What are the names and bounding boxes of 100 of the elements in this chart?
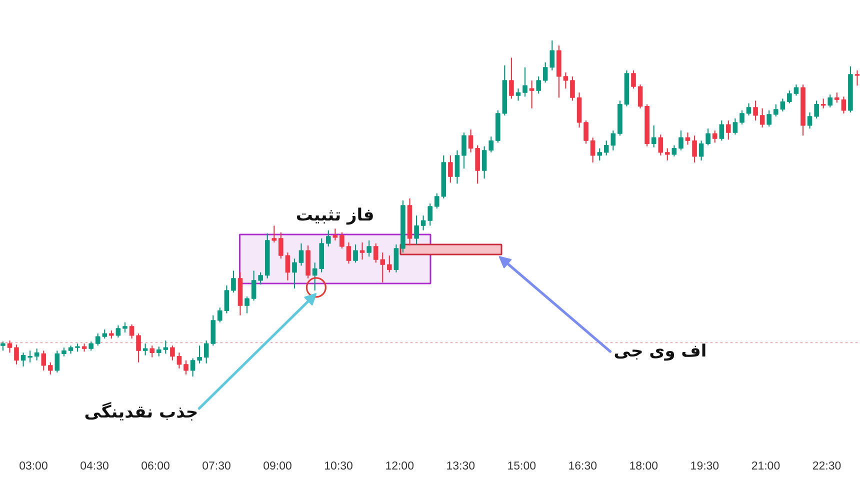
candlestick	[190, 358, 196, 378]
candlestick	[129, 324, 134, 340]
annotation: جذب نقدینگی	[84, 401, 198, 422]
candlestick	[0, 341, 6, 352]
candlestick	[834, 92, 840, 104]
candlestick	[760, 108, 765, 128]
candlestick	[14, 344, 19, 365]
candlestick	[550, 40, 555, 71]
x-tick-label: 07:30	[202, 460, 231, 472]
candlestick	[156, 346, 162, 357]
candlestick	[746, 102, 752, 116]
x-tick-label: 09:00	[263, 460, 292, 472]
candlestick	[292, 258, 297, 290]
candlestick	[420, 215, 426, 231]
candlestick	[102, 328, 108, 340]
candlestick	[272, 225, 277, 243]
x-tick-label: 19:30	[690, 460, 720, 472]
candlestick	[332, 228, 338, 241]
x-tick-label: 04:30	[80, 460, 109, 472]
band-label: فاز تثبیت	[296, 206, 374, 226]
candlestick	[340, 232, 344, 250]
candlestick	[353, 244, 358, 264]
candlestick	[28, 350, 32, 363]
candlestick	[170, 345, 175, 361]
candlestick	[184, 360, 188, 376]
candlestick	[224, 284, 230, 314]
x-tick-label: 10:30	[324, 460, 353, 472]
candlestick	[706, 128, 710, 146]
candlestick	[529, 80, 534, 109]
candlestick	[48, 362, 53, 376]
candlestick	[360, 242, 365, 260]
candlestick	[428, 202, 432, 226]
candlestick	[753, 100, 758, 122]
candlestick	[366, 240, 372, 258]
candlestick	[854, 70, 860, 86]
candlestick	[218, 307, 222, 323]
candlestick	[54, 350, 60, 374]
candlestick	[814, 100, 819, 119]
candlestick	[373, 242, 378, 264]
candlestick	[468, 128, 474, 153]
candlestick	[509, 57, 514, 100]
candlestick	[766, 110, 772, 128]
candlestick	[604, 140, 609, 156]
candlestick	[597, 148, 602, 161]
x-tick-label: 18:00	[629, 460, 658, 472]
candlestick	[698, 140, 704, 161]
candlestick	[142, 343, 148, 356]
candlestick	[740, 110, 744, 126]
candlestick	[285, 252, 290, 281]
candlestick	[434, 192, 440, 210]
candlestick	[692, 135, 697, 164]
candlestick	[685, 132, 690, 146]
candlestick	[41, 350, 46, 371]
candlestick	[787, 90, 792, 104]
candlestick	[794, 84, 799, 96]
candlestick	[773, 104, 778, 117]
candlestick	[210, 314, 216, 346]
candlestick	[251, 270, 256, 302]
candlestick	[563, 72, 568, 90]
candlestick	[631, 70, 636, 90]
x-tick-label: 03:00	[19, 460, 48, 472]
candlestick	[150, 345, 155, 358]
candlestick	[726, 120, 731, 140]
candlestick	[570, 76, 575, 102]
candlestick	[820, 98, 826, 109]
candlestick	[732, 118, 738, 136]
candlestick	[278, 232, 284, 260]
candlestick	[231, 270, 236, 294]
candlestick	[387, 254, 392, 273]
candlestick	[536, 76, 541, 94]
candlestick	[780, 98, 786, 112]
candlestick	[197, 345, 202, 364]
candlestick	[610, 130, 616, 151]
candlestick	[95, 332, 100, 346]
candlestick	[542, 62, 548, 84]
x-tick-label: 21:00	[751, 460, 780, 472]
candlestick	[841, 96, 846, 114]
candlestick	[163, 340, 168, 354]
candlestick	[462, 132, 466, 170]
x-tick-label: 16:30	[568, 460, 598, 472]
x-tick-label: 13:30	[446, 460, 475, 472]
candlestick	[475, 144, 480, 184]
candlestick	[719, 120, 724, 142]
candlestick	[638, 84, 643, 109]
candlestick	[584, 120, 588, 144]
candlestick	[516, 88, 521, 102]
candlestick	[678, 130, 684, 151]
candlestick	[258, 272, 263, 285]
candlestick	[88, 341, 94, 352]
candlestick	[298, 242, 304, 266]
candlestick	[807, 112, 812, 130]
candlestick	[664, 148, 670, 161]
candlestick	[7, 340, 12, 354]
annotation: اف وی جی	[614, 342, 707, 362]
candlestick	[482, 146, 487, 180]
candlestick	[522, 66, 528, 98]
candlestick	[414, 215, 419, 245]
candlestick	[454, 150, 460, 184]
candlestick	[204, 340, 209, 364]
candlestick	[828, 94, 833, 108]
